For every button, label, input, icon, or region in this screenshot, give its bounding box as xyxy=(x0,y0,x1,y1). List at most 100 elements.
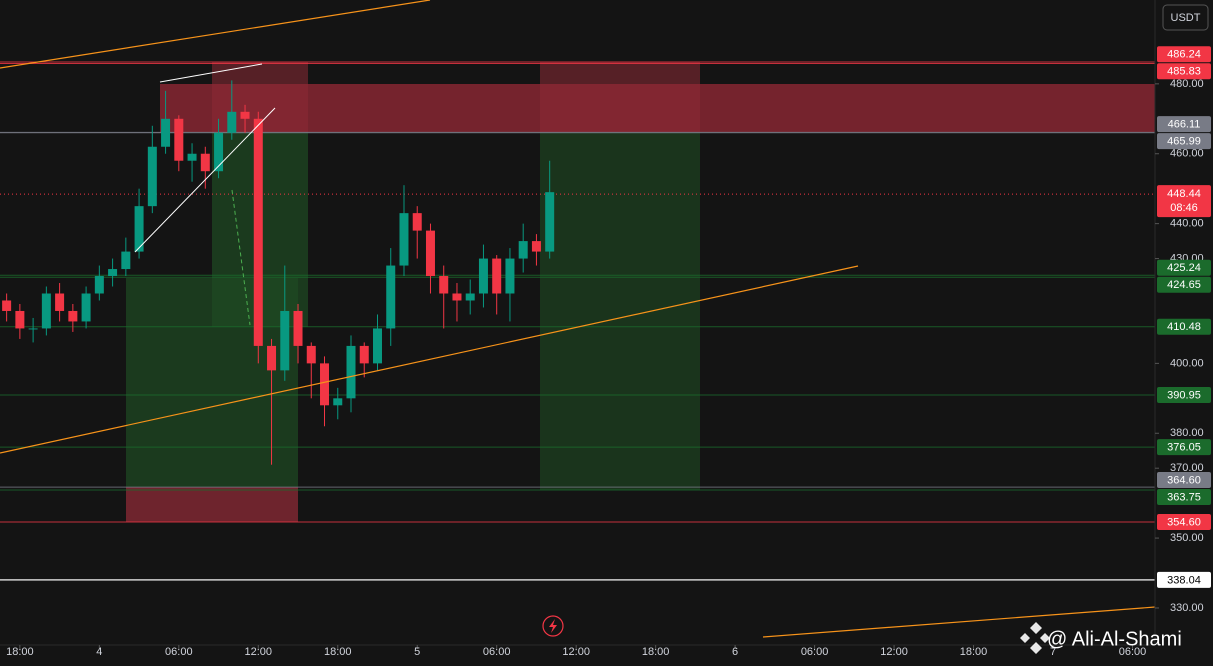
price-level-label: 410.48 xyxy=(1167,321,1201,333)
wedge-line xyxy=(159,63,263,83)
candle-body xyxy=(187,153,197,161)
x-tick-label: 7 xyxy=(1050,646,1056,658)
price-level-label: 390.95 xyxy=(1167,389,1201,401)
price-level-tag xyxy=(1157,133,1211,150)
y-tick-label: 330.00 xyxy=(1170,602,1204,614)
x-tick-label: 06:00 xyxy=(483,646,511,658)
price-level-label: 376.05 xyxy=(1167,441,1201,453)
candle-body xyxy=(15,310,25,329)
x-tick-label: 18:00 xyxy=(6,646,34,658)
candle-body xyxy=(2,300,12,311)
candle-body xyxy=(545,192,555,252)
price-level-tag xyxy=(1157,276,1211,293)
price-level-label: 425.24 xyxy=(1167,262,1201,274)
price-level-tag xyxy=(1157,259,1211,276)
y-tick-label: 350.00 xyxy=(1170,532,1204,544)
candle-body xyxy=(28,328,38,330)
candle-body xyxy=(121,251,131,270)
target-zone xyxy=(126,278,298,487)
price-level-tag xyxy=(1157,387,1211,404)
price-level-label: 466.11 xyxy=(1168,119,1201,131)
target-zone xyxy=(540,132,700,490)
x-tick-label: 18:00 xyxy=(960,646,988,658)
x-tick-label: 12:00 xyxy=(880,646,908,658)
candle-body xyxy=(492,258,502,294)
candle-body xyxy=(505,258,515,294)
price-level-tag xyxy=(1157,318,1211,335)
candle-body xyxy=(81,293,91,322)
candle-body xyxy=(200,153,210,172)
price-level-label: 338.04 xyxy=(1167,574,1201,586)
candle-body xyxy=(280,310,290,371)
projection-line xyxy=(231,189,251,326)
trendline xyxy=(762,606,1156,638)
price-level-label: 485.83 xyxy=(1167,66,1201,78)
x-tick-label: 12:00 xyxy=(562,646,590,658)
candle-body xyxy=(293,310,303,346)
alert-icon[interactable] xyxy=(542,615,564,637)
candle-body xyxy=(518,241,528,259)
candle-body xyxy=(161,118,171,147)
price-level-tag xyxy=(1157,571,1211,588)
candle-body xyxy=(465,293,475,301)
price-level-label: 363.75 xyxy=(1167,491,1201,503)
trendline xyxy=(0,265,859,454)
x-tick-label: 06:00 xyxy=(1119,646,1147,658)
candle-body xyxy=(346,345,356,399)
currency-button[interactable] xyxy=(1162,4,1209,31)
price-level-label: 424.65 xyxy=(1167,279,1201,291)
candle-body xyxy=(439,276,449,294)
candle-body xyxy=(253,118,263,346)
candle-body xyxy=(55,293,65,311)
candle-body xyxy=(425,230,435,277)
price-level-tag xyxy=(1157,472,1211,489)
price-level-label: 486.24 xyxy=(1167,49,1201,61)
candle-body xyxy=(134,206,144,252)
countdown-label: 08:46 xyxy=(1170,202,1198,214)
time-axis xyxy=(0,645,1213,666)
price-level-label: 364.60 xyxy=(1167,474,1201,486)
candle-body xyxy=(412,213,422,231)
price-level-tag xyxy=(1157,46,1211,63)
stop-zone xyxy=(540,62,700,132)
candle-body xyxy=(41,293,51,329)
candle-body xyxy=(227,111,237,133)
candle-body xyxy=(94,276,104,294)
y-tick-label: 440.00 xyxy=(1170,218,1204,230)
price-level-tag xyxy=(1157,514,1211,531)
x-tick-label: 06:00 xyxy=(165,646,193,658)
x-tick-label: 4 xyxy=(96,646,102,658)
candle-body xyxy=(452,293,462,301)
watermark-logo xyxy=(1020,622,1050,654)
x-tick-label: 5 xyxy=(414,646,420,658)
x-tick-label: 06:00 xyxy=(801,646,829,658)
watermark: @ Ali-Al-Shami xyxy=(1047,628,1182,650)
price-level-tag xyxy=(1157,439,1211,456)
candle-body xyxy=(147,146,157,207)
candle-body xyxy=(108,269,118,277)
alert-bolt xyxy=(549,619,557,633)
y-tick-label: 460.00 xyxy=(1170,148,1204,160)
candle-body xyxy=(399,213,409,266)
candle-body xyxy=(386,265,396,329)
candle-body xyxy=(214,132,224,172)
price-level-tag xyxy=(1157,63,1211,80)
price-level-tag xyxy=(1157,489,1211,506)
candle-body xyxy=(372,328,382,364)
y-tick-label: 380.00 xyxy=(1170,427,1204,439)
price-level-label: 465.99 xyxy=(1167,136,1201,148)
y-tick-label: 370.00 xyxy=(1170,462,1204,474)
trendline xyxy=(0,0,431,69)
stop-zone xyxy=(126,487,298,522)
x-tick-label: 6 xyxy=(732,646,738,658)
candle-body xyxy=(306,345,316,364)
candle-body xyxy=(478,258,488,294)
x-tick-label: 18:00 xyxy=(642,646,670,658)
y-tick-label: 400.00 xyxy=(1170,357,1204,369)
candle-body xyxy=(174,118,184,161)
currency-label: USDT xyxy=(1171,12,1201,24)
candle-body xyxy=(240,111,250,119)
current-price-tag xyxy=(1157,185,1211,218)
candle-body xyxy=(359,345,369,364)
